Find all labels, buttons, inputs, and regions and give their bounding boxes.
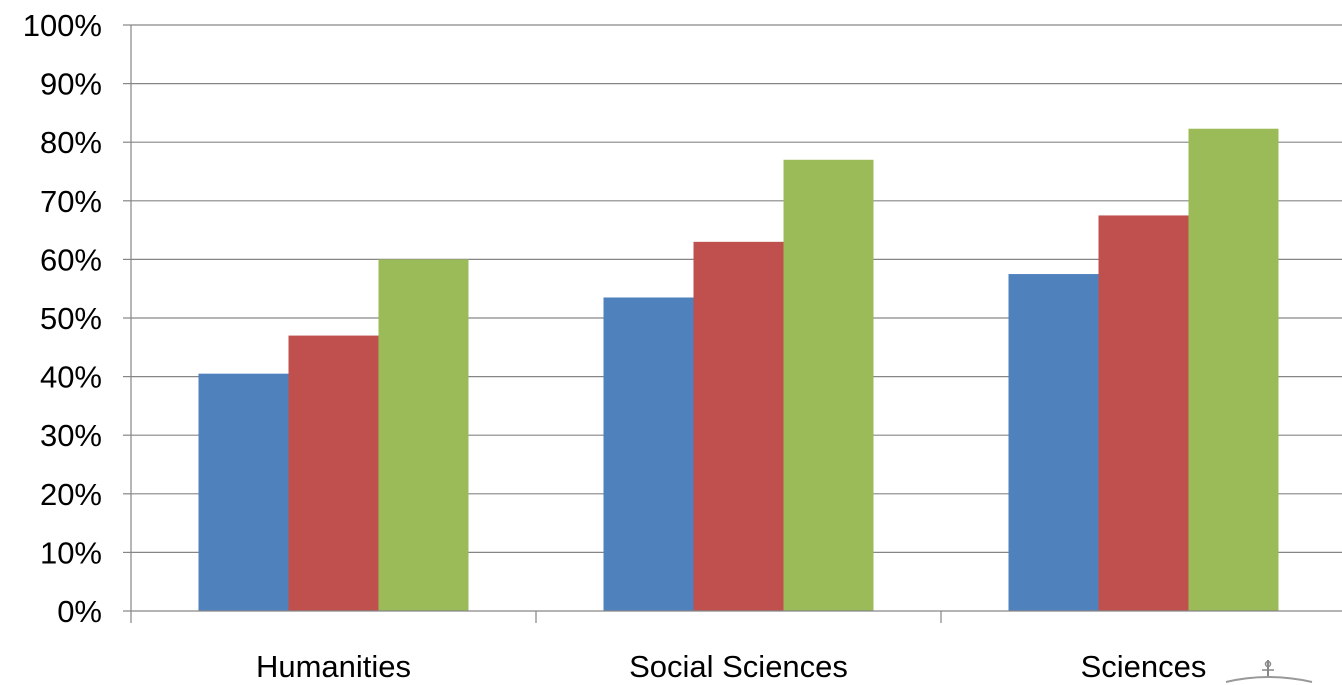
x-category-label: Social Sciences xyxy=(629,649,848,684)
y-tick-label: 20% xyxy=(40,477,102,512)
y-tick-label: 100% xyxy=(23,8,102,43)
y-tick-label: 80% xyxy=(40,125,102,160)
x-category-label: Sciences xyxy=(1081,649,1207,684)
x-category-labels: Humanities Social Sciences Sciences xyxy=(256,649,1206,684)
bar xyxy=(1188,128,1279,612)
y-tick-label: 60% xyxy=(40,242,102,277)
bar xyxy=(1008,274,1099,611)
y-tick-label: 90% xyxy=(40,67,102,102)
watermark-logo-icon xyxy=(1225,660,1313,683)
y-tick-label: 50% xyxy=(40,301,102,336)
y-tick-label: 40% xyxy=(40,360,102,395)
y-tick-label: 0% xyxy=(57,594,102,629)
bar xyxy=(288,335,379,611)
y-tick-label: 30% xyxy=(40,418,102,453)
bars xyxy=(198,128,1279,612)
y-tick-label: 10% xyxy=(40,535,102,570)
bar xyxy=(198,373,289,611)
bar xyxy=(783,159,874,611)
y-tick-label: 70% xyxy=(40,184,102,219)
x-category-label: Humanities xyxy=(256,649,411,684)
bar xyxy=(693,241,784,611)
bar xyxy=(1098,215,1189,611)
y-tick-labels: 0% 10% 20% 30% 40% 50% 60% 70% 80% 90% 100% xyxy=(23,8,102,629)
bar xyxy=(603,297,694,611)
bar xyxy=(378,259,469,611)
axes xyxy=(123,24,1342,623)
